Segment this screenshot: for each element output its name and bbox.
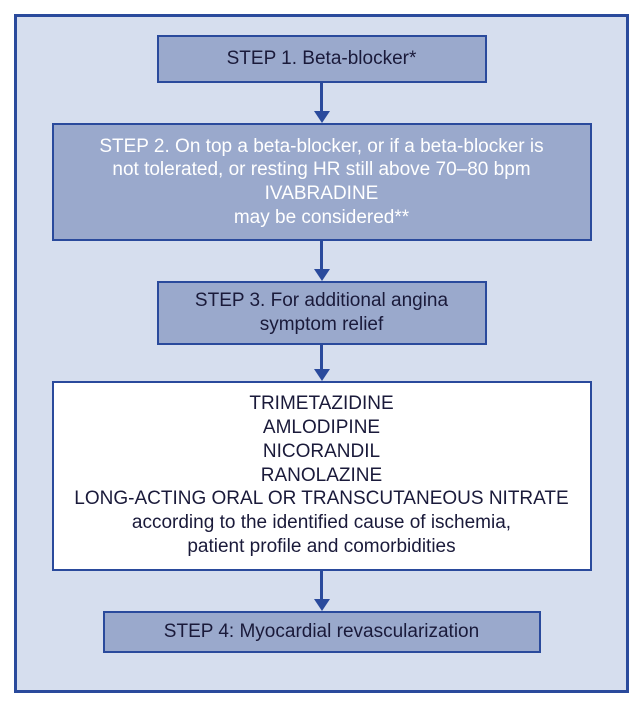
- s4-line: according to the identified cause of isc…: [132, 511, 511, 535]
- s5-line: STEP 4: Myocardial revascularization: [164, 620, 479, 644]
- s4-line: TRIMETAZIDINE: [249, 392, 393, 416]
- s4-line: NICORANDIL: [263, 440, 380, 464]
- s4-line: LONG-ACTING ORAL OR TRANSCUTANEOUS NITRA…: [74, 487, 568, 511]
- flowchart-container: STEP 1. Beta-blocker* STEP 2. On top a b…: [14, 14, 629, 693]
- s2-line: may be considered**: [234, 206, 409, 230]
- s3-line: STEP 3. For additional angina: [195, 289, 448, 313]
- step-4-drugs-box: TRIMETAZIDINEAMLODIPINENICORANDILRANOLAZ…: [52, 381, 592, 571]
- arrow-4: [314, 571, 330, 611]
- s2-line: IVABRADINE: [265, 182, 379, 206]
- s3-line: symptom relief: [260, 313, 384, 337]
- s2-line: STEP 2. On top a beta-blocker, or if a b…: [99, 135, 543, 159]
- s4-line: patient profile and comorbidities: [187, 535, 455, 559]
- step-5-box: STEP 4: Myocardial revascularization: [103, 611, 541, 653]
- s2-line: not tolerated, or resting HR still above…: [112, 158, 530, 182]
- step-1-box: STEP 1. Beta-blocker*: [157, 35, 487, 83]
- s4-line: RANOLAZINE: [261, 464, 382, 488]
- arrow-1: [314, 83, 330, 123]
- s4-line: AMLODIPINE: [263, 416, 380, 440]
- s1-line: STEP 1. Beta-blocker*: [227, 47, 417, 71]
- arrow-2: [314, 241, 330, 281]
- arrow-3: [314, 345, 330, 381]
- step-3-box: STEP 3. For additional anginasymptom rel…: [157, 281, 487, 345]
- step-2-box: STEP 2. On top a beta-blocker, or if a b…: [52, 123, 592, 241]
